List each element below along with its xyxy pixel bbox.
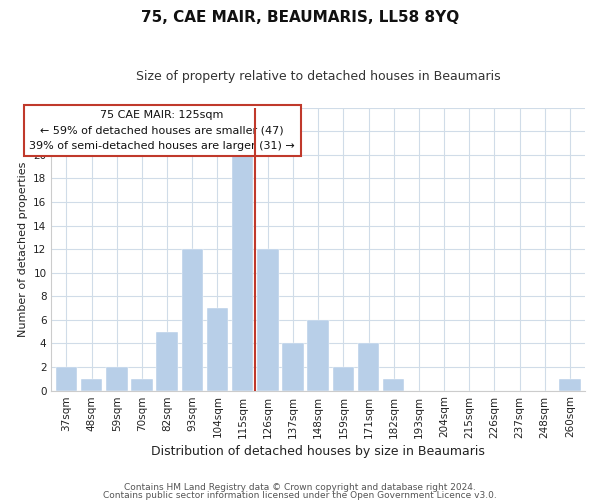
- Bar: [106, 367, 128, 390]
- X-axis label: Distribution of detached houses by size in Beaumaris: Distribution of detached houses by size …: [151, 444, 485, 458]
- Y-axis label: Number of detached properties: Number of detached properties: [17, 162, 28, 337]
- Bar: [283, 344, 304, 390]
- Bar: [559, 379, 581, 390]
- Bar: [207, 308, 228, 390]
- Text: 75 CAE MAIR: 125sqm
← 59% of detached houses are smaller (47)
39% of semi-detach: 75 CAE MAIR: 125sqm ← 59% of detached ho…: [29, 110, 295, 150]
- Text: Contains HM Land Registry data © Crown copyright and database right 2024.: Contains HM Land Registry data © Crown c…: [124, 484, 476, 492]
- Text: Contains public sector information licensed under the Open Government Licence v3: Contains public sector information licen…: [103, 490, 497, 500]
- Bar: [232, 155, 253, 390]
- Bar: [383, 379, 404, 390]
- Bar: [131, 379, 152, 390]
- Text: 75, CAE MAIR, BEAUMARIS, LL58 8YQ: 75, CAE MAIR, BEAUMARIS, LL58 8YQ: [141, 10, 459, 25]
- Bar: [157, 332, 178, 390]
- Bar: [358, 344, 379, 390]
- Title: Size of property relative to detached houses in Beaumaris: Size of property relative to detached ho…: [136, 70, 500, 83]
- Bar: [257, 249, 278, 390]
- Bar: [56, 367, 77, 390]
- Bar: [332, 367, 354, 390]
- Bar: [182, 249, 203, 390]
- Bar: [307, 320, 329, 390]
- Bar: [81, 379, 103, 390]
